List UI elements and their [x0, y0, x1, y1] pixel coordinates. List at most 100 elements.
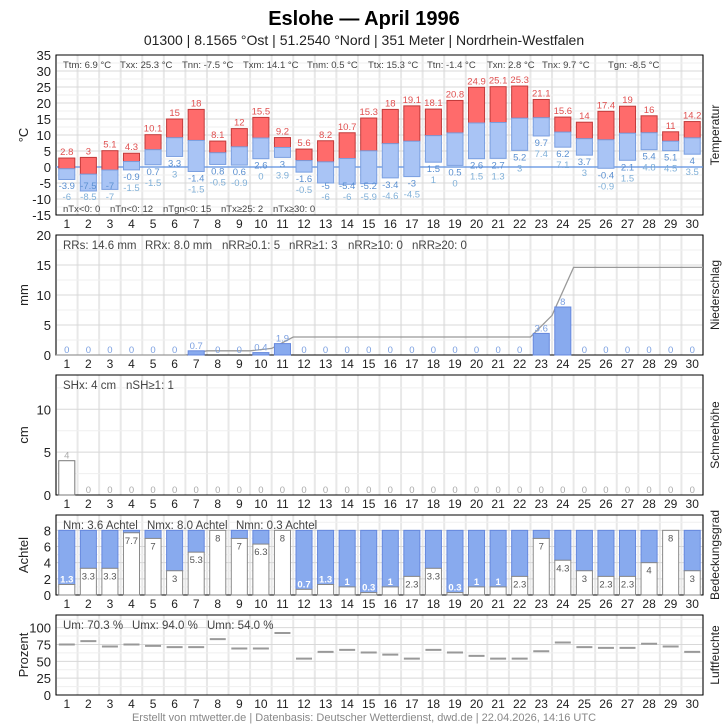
tmin-label: -1.6 — [296, 174, 312, 185]
stat-label: Tnm: 0.5 °C — [307, 60, 358, 71]
y-tick-label: 10 — [37, 402, 51, 417]
stat-label: Txm: 14.1 °C — [243, 60, 299, 71]
x-tick-label: 17 — [405, 497, 419, 511]
tmax-bar — [360, 117, 378, 152]
tmax-bar — [640, 115, 658, 134]
precip-label: 0 — [215, 345, 220, 356]
x-tick-label: 10 — [254, 217, 268, 231]
x-tick-label: 1 — [63, 597, 70, 611]
x-tick-label: 4 — [128, 357, 135, 371]
stat-label: Umx: 94.0 % — [132, 620, 198, 632]
snow-label: 0 — [495, 485, 500, 496]
clear-sky-bar — [424, 567, 442, 596]
x-tick-label: 6 — [171, 497, 178, 511]
x-tick-label: 1 — [63, 497, 70, 511]
x-tick-label: 30 — [686, 697, 700, 711]
precip-label: 0 — [690, 345, 695, 356]
x-tick-label: 30 — [686, 597, 700, 611]
x-tick-label: 21 — [491, 697, 505, 711]
tmin-label: -5 — [321, 181, 329, 192]
x-tick-label: 30 — [686, 217, 700, 231]
cloud-label: 2.3 — [621, 579, 634, 590]
tmax-bar — [597, 110, 615, 141]
x-tick-label: 29 — [664, 497, 678, 511]
tground-label: 3 — [582, 168, 587, 179]
x-tick-label: 26 — [599, 697, 613, 711]
stat-label: Tgn: -8.5 °C — [608, 60, 659, 71]
x-tick-label: 2 — [85, 217, 92, 231]
y-tick-label: 100 — [29, 621, 51, 636]
snow-label: 0 — [474, 485, 479, 496]
x-tick-label: 20 — [470, 497, 484, 511]
x-tick-label: 5 — [150, 217, 157, 231]
clear-sky-bar — [446, 592, 464, 596]
x-tick-label: 13 — [319, 497, 333, 511]
tmax-bar — [489, 86, 507, 124]
x-tick-label: 27 — [621, 217, 635, 231]
stat-label: nTgn<0: 15 — [163, 204, 211, 215]
precip-label: 0 — [452, 345, 457, 356]
tmin-label: 0.7 — [146, 167, 159, 178]
cloud-cover-bar — [144, 529, 162, 539]
plot-frame — [55, 54, 704, 216]
clear-sky-bar — [597, 575, 615, 596]
tmin-label: 4 — [690, 156, 695, 167]
y-tick-label: -5 — [39, 176, 51, 191]
snow-label: 0 — [431, 485, 436, 496]
tground-label: 1.5 — [470, 172, 483, 183]
y-tick-label: 0 — [44, 488, 51, 503]
snow-label: 0 — [366, 485, 371, 496]
y-axis-label: mm — [16, 284, 31, 306]
x-tick-label: 16 — [384, 697, 398, 711]
stat-label: nTx<0: 0 — [63, 204, 100, 215]
stat-label: Tnn: -7.5 °C — [182, 60, 233, 71]
tground-label: -8.5 — [80, 192, 96, 203]
x-tick-label: 11 — [276, 217, 289, 231]
tmax-label: 10.1 — [144, 124, 163, 135]
x-tick-label: 28 — [642, 357, 656, 371]
precip-label: 1.9 — [276, 334, 289, 345]
x-tick-label: 22 — [513, 597, 527, 611]
footer-credits: Erstellt von mtwetter.de | Datenbasis: D… — [132, 712, 596, 724]
clear-sky-bar — [252, 543, 270, 596]
x-tick-label: 25 — [578, 697, 592, 711]
tmin-bar — [317, 161, 335, 184]
x-tick-label: 20 — [470, 697, 484, 711]
cloud-label: 7 — [237, 541, 242, 552]
precip-bar — [252, 352, 270, 356]
tground-label: 4.5 — [664, 164, 677, 175]
snow-label: 0 — [409, 485, 414, 496]
stat-label: RRx: 8.0 mm — [145, 240, 212, 252]
plot-frame — [55, 234, 704, 356]
clear-sky-bar — [511, 575, 529, 596]
stat-label: Tnx: 9.7 °C — [542, 60, 590, 71]
x-tick-label: 5 — [150, 697, 157, 711]
x-tick-label: 19 — [448, 357, 462, 371]
precip-label: 0 — [172, 345, 177, 356]
tmin-bar — [597, 139, 615, 169]
x-tick-label: 6 — [171, 357, 178, 371]
tmin-bar — [295, 160, 313, 173]
y-tick-label: 25 — [37, 671, 51, 686]
tmin-label: -3 — [408, 179, 416, 190]
clear-sky-bar — [640, 562, 658, 596]
x-tick-label: 13 — [319, 697, 333, 711]
cloud-label: 4 — [646, 566, 651, 577]
cloud-cover-bar — [252, 529, 270, 545]
x-tick-label: 29 — [664, 697, 678, 711]
precip-label: 0 — [582, 345, 587, 356]
precip-label: 0 — [237, 345, 242, 356]
stat-label: nRR≥1: 3 — [289, 240, 338, 252]
clear-sky-bar — [122, 532, 141, 596]
tmax-label: 19 — [622, 95, 633, 106]
x-tick-label: 10 — [254, 697, 268, 711]
x-tick-label: 19 — [448, 497, 462, 511]
x-tick-label: 15 — [362, 597, 376, 611]
x-tick-label: 17 — [405, 357, 419, 371]
x-tick-label: 27 — [621, 357, 635, 371]
cumulative-precip-line — [56, 266, 703, 356]
x-tick-label: 21 — [491, 597, 505, 611]
y-tick-label: 0 — [44, 160, 51, 175]
tground-label: -1.5 — [123, 183, 139, 194]
x-tick-label: 23 — [535, 217, 549, 231]
